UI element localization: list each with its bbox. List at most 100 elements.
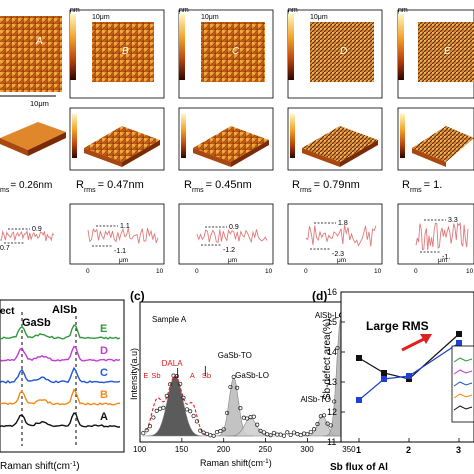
afm-scale-label: 10μm [92, 14, 110, 21]
data-point [191, 413, 196, 418]
y-axis-label: Intensity(a.u) [129, 348, 139, 400]
profile-low-value: -1. [442, 254, 450, 261]
afm-3d-row: ms= 0.26nm Rrms = 0.47nm Rrms = 0.45nm [0, 107, 474, 194]
profile-axis-label: μm [438, 257, 447, 264]
afm-unit: nm [398, 7, 408, 14]
afm-label: C [232, 46, 240, 57]
data-point [285, 430, 290, 435]
data-point [261, 430, 266, 435]
profile-line [87, 227, 159, 244]
data-point [147, 424, 153, 429]
afm-2d-row: A 10μm nm 10μm B nm 10μm C nm 10μm [0, 7, 474, 108]
peak-label-e: E [143, 371, 148, 380]
data-point [235, 385, 240, 390]
data-point-blue [356, 397, 362, 403]
profile-tick-label: 10 [156, 268, 164, 275]
afm-image-d: nm 10μm D [287, 7, 383, 99]
inset-trace [453, 393, 473, 399]
x-axis-label: Sb flux of Al [330, 462, 388, 473]
data-point [268, 433, 273, 438]
data-point [328, 423, 333, 428]
data-point-blue [381, 376, 387, 382]
series-label-B: B [100, 389, 108, 401]
data-point [194, 419, 199, 424]
series-label-E: E [100, 323, 107, 335]
profile-tick-label: 0 [414, 268, 418, 275]
data-point [271, 430, 276, 435]
data-point-black [356, 355, 362, 361]
x-tick-label: 300 [300, 445, 314, 454]
profile-line [196, 229, 268, 244]
data-point [164, 393, 169, 398]
profile-axis-label: μm [228, 257, 237, 264]
data-point [198, 428, 203, 433]
inset-trace [453, 369, 473, 375]
annotation-gasb: GaSb [22, 317, 51, 329]
data-point-black [456, 331, 462, 337]
spectrum-C [0, 366, 121, 384]
y-tick-label: 16 [327, 287, 337, 297]
profile-tick-label: 10 [466, 268, 474, 275]
series-label-A: A [100, 411, 108, 423]
data-point-blue [406, 373, 412, 379]
panel-label-c: (c) [130, 289, 145, 303]
peak-label-gasb-lo: GaSb-LO [235, 371, 269, 380]
panel-c-raman-fit: (c) Sample A Intensity(a.u) 100 150 200 250… [129, 289, 367, 469]
profile-frame [397, 203, 474, 265]
peak-label-e-sb: Sb [151, 371, 160, 380]
x-tick-label: 250 [259, 445, 273, 454]
panel-d-defect-area: (d) Sb-defect area(%) Large RMS 11121314… [312, 287, 474, 473]
x-axis-label: Raman shift(cm-1) [0, 461, 80, 473]
data-point [238, 406, 243, 411]
data-point [174, 374, 179, 379]
data-point [325, 421, 330, 426]
profile-peak-value: 1.1 [120, 223, 130, 230]
y-tick-label: 11 [327, 437, 336, 447]
annotation-defect: ect [0, 306, 15, 317]
data-point [178, 381, 183, 386]
afm-3d-e: Rrms = 1. [397, 107, 474, 194]
x-tick-label: 100 [133, 445, 147, 454]
rms-value: Rrms = 0.45nm [184, 179, 252, 194]
data-point [308, 429, 313, 435]
profile-frame [178, 203, 274, 265]
inset-trace [453, 357, 473, 363]
profile-tick-label: 0 [304, 268, 308, 275]
data-point [154, 408, 159, 413]
x-axis-label: Raman shift(cm-1) [200, 458, 272, 469]
profile-low-value: -1.1 [114, 248, 126, 255]
peak-label-alsb-lo: AlSb-LO [315, 311, 345, 320]
y-tick-label: 13 [327, 377, 337, 387]
afm-3d-d: Rrms = 0.79nm [287, 107, 383, 194]
series-line-blue [358, 342, 460, 401]
data-point [201, 430, 206, 435]
series-label-C: C [100, 367, 108, 379]
x-tick-label: 350 [342, 445, 356, 454]
chart-title: Sample A [152, 315, 187, 324]
profile-line [305, 225, 377, 247]
rms-value: Rrms = 0.47nm [76, 179, 144, 194]
peak-label-alsb-to: AlSb-TO [300, 395, 331, 404]
data-point [161, 405, 166, 410]
profile-low-value: 0.7 [0, 245, 10, 252]
afm-label: B [122, 46, 129, 57]
rms-value: Rrms = 0.79nm [292, 179, 360, 194]
profile-peak-value: 0.9 [229, 224, 239, 231]
afm-image-b: nm 10μm B [69, 7, 165, 99]
data-point [332, 399, 337, 404]
data-point [184, 407, 189, 412]
x-tick-label: 1 [356, 445, 361, 455]
data-point [305, 432, 310, 437]
afm-scale-label: 10μm [201, 14, 219, 21]
spectrum-E [0, 324, 121, 340]
data-point [225, 410, 230, 415]
chart-title: Large RMS [366, 319, 429, 333]
profile-axis-label: μm [337, 257, 346, 264]
peak-label-a: A [190, 371, 195, 380]
data-point [204, 431, 210, 436]
afm-image-a: A 10μm [0, 16, 62, 108]
y-tick-label: 15 [327, 317, 337, 327]
